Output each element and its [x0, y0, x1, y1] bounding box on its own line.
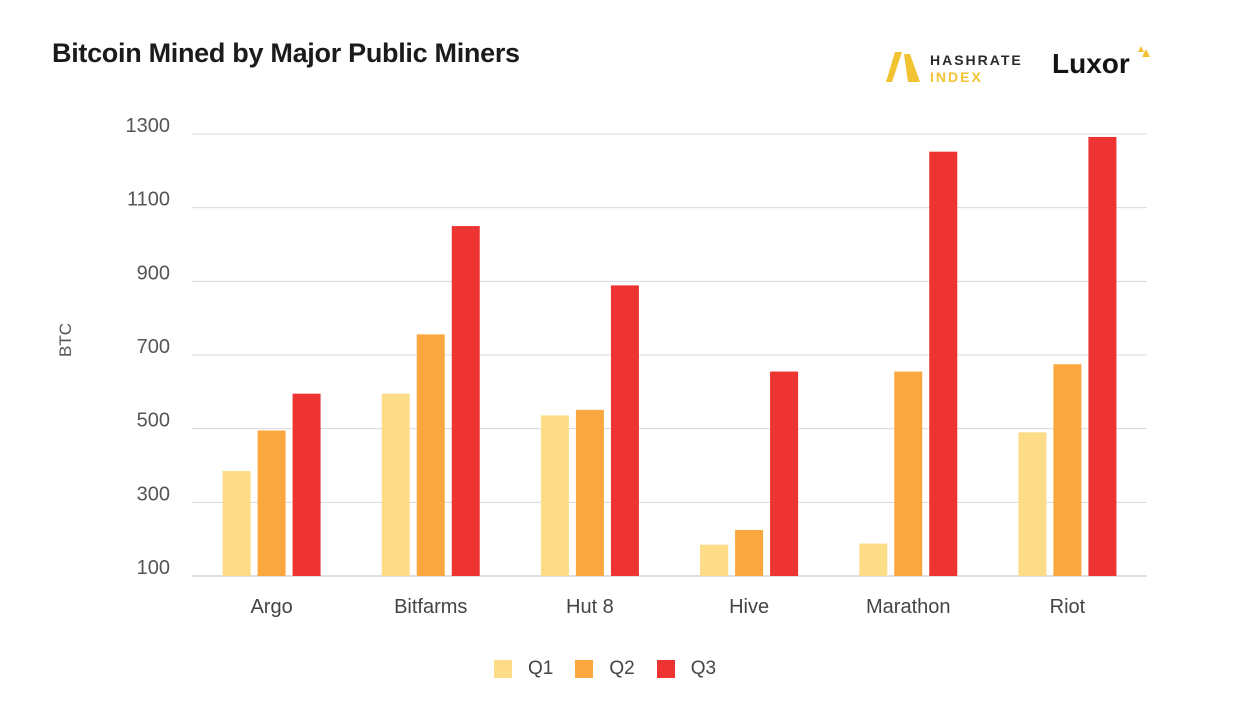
luxor-triangle-icon	[1138, 46, 1150, 57]
x-tick-label: Argo	[250, 596, 292, 618]
bar-q2	[735, 529, 764, 576]
legend-label: Q3	[690, 658, 717, 679]
legend: Q1 Q2 Q3	[494, 658, 738, 680]
x-tick-label: Bitfarms	[394, 596, 467, 618]
bar-q1	[1018, 432, 1047, 576]
bar-q1	[700, 544, 729, 576]
y-tick-label: 300	[137, 483, 170, 505]
bar-q3	[1088, 136, 1117, 577]
bar-q2	[894, 371, 923, 576]
legend-item: Q1	[494, 658, 553, 680]
legend-label: Q1	[528, 658, 554, 679]
bar-q1	[222, 471, 251, 576]
y-tick-label: 1100	[127, 189, 170, 211]
y-tick-label: 1300	[126, 115, 171, 137]
legend-swatch	[494, 660, 512, 678]
bar-q3	[770, 371, 799, 576]
bar-q3	[451, 226, 480, 577]
chart-title: Bitcoin Mined by Major Public Miners	[52, 38, 520, 68]
bar-q2	[1053, 364, 1082, 576]
hashrate-logo-line2: INDEX	[930, 69, 983, 85]
bar-q1	[381, 393, 410, 576]
y-tick-label: 700	[137, 336, 170, 358]
bar-q3	[929, 151, 958, 576]
y-tick-label: 500	[137, 410, 170, 432]
luxor-logo: Luxor	[1052, 46, 1150, 80]
x-tick-label: Hive	[729, 596, 769, 618]
legend-swatch	[656, 660, 675, 678]
bar-q1	[540, 415, 569, 576]
bar-q3	[292, 393, 321, 576]
legend-item: Q3	[656, 658, 717, 680]
bar-q2	[575, 409, 604, 576]
x-tick-label: Hut 8	[566, 596, 614, 618]
bar-q3	[610, 285, 639, 576]
hashrate-index-mark-icon	[886, 52, 920, 82]
legend-item: Q2	[575, 658, 635, 680]
bar-q1	[859, 543, 888, 576]
legend-label: Q2	[609, 658, 635, 679]
luxor-logo-text: Luxor	[1052, 48, 1130, 79]
legend-swatch	[575, 660, 594, 678]
bar-q2	[257, 430, 286, 576]
hashrate-logo-line1: HASHRATE	[930, 52, 1023, 68]
x-tick-label: Marathon	[866, 596, 951, 618]
bar-q2	[416, 334, 445, 576]
x-tick-label: Riot	[1050, 596, 1086, 618]
y-tick-label: 100	[137, 557, 170, 579]
y-axis-label: BTC	[56, 323, 75, 357]
y-tick-label: 900	[137, 262, 170, 284]
